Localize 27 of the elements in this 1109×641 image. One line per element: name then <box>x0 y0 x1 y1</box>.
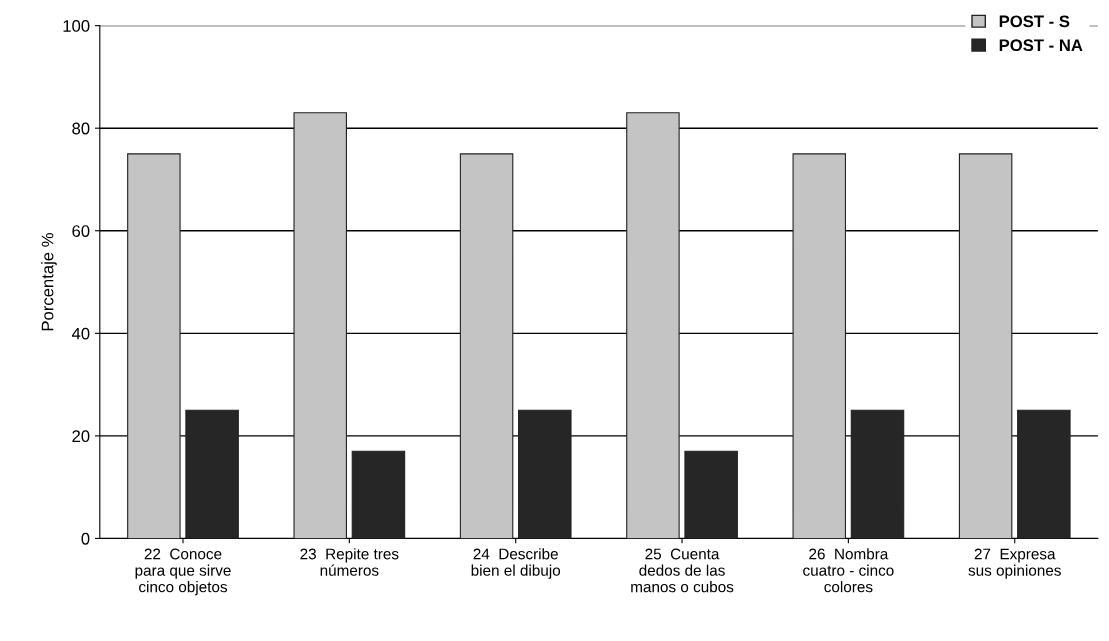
x-tick-label: 22 Conoce para que sirve cinco objetos <box>135 548 231 596</box>
bar <box>459 153 514 539</box>
bar <box>792 153 847 539</box>
bar <box>293 112 347 539</box>
y-tick-label: 100 <box>63 20 90 32</box>
bar <box>1017 409 1071 539</box>
y-tick-label: 40 <box>71 327 90 340</box>
y-tick-label: 60 <box>72 225 90 237</box>
x-tick-label: 24 Describe bien el dibujo <box>471 548 561 579</box>
legend-label: POST - NA <box>999 39 1083 52</box>
bar <box>626 112 680 539</box>
bar <box>518 409 572 539</box>
y-tick-label: 80 <box>72 122 90 135</box>
bar <box>958 153 1013 539</box>
y-tick-label: 0 <box>81 532 90 545</box>
bar <box>185 409 239 539</box>
bar <box>127 153 181 539</box>
x-tick-label: 23 Repite tres números <box>300 548 399 576</box>
bar <box>351 450 406 539</box>
x-tick-label: 26 Nombra cuatro - cinco colores <box>803 548 894 593</box>
y-tick-label: 20 <box>72 430 90 443</box>
bar <box>850 409 905 539</box>
legend-label: POST - S <box>999 15 1070 28</box>
x-tick-label: 27 Expresa sus opiniones <box>968 548 1061 579</box>
x-tick-label: 25 Cuenta dedos de las manos o cubos <box>631 548 734 593</box>
y-axis-title: Porcentaje % <box>41 233 57 331</box>
bar <box>684 450 738 539</box>
